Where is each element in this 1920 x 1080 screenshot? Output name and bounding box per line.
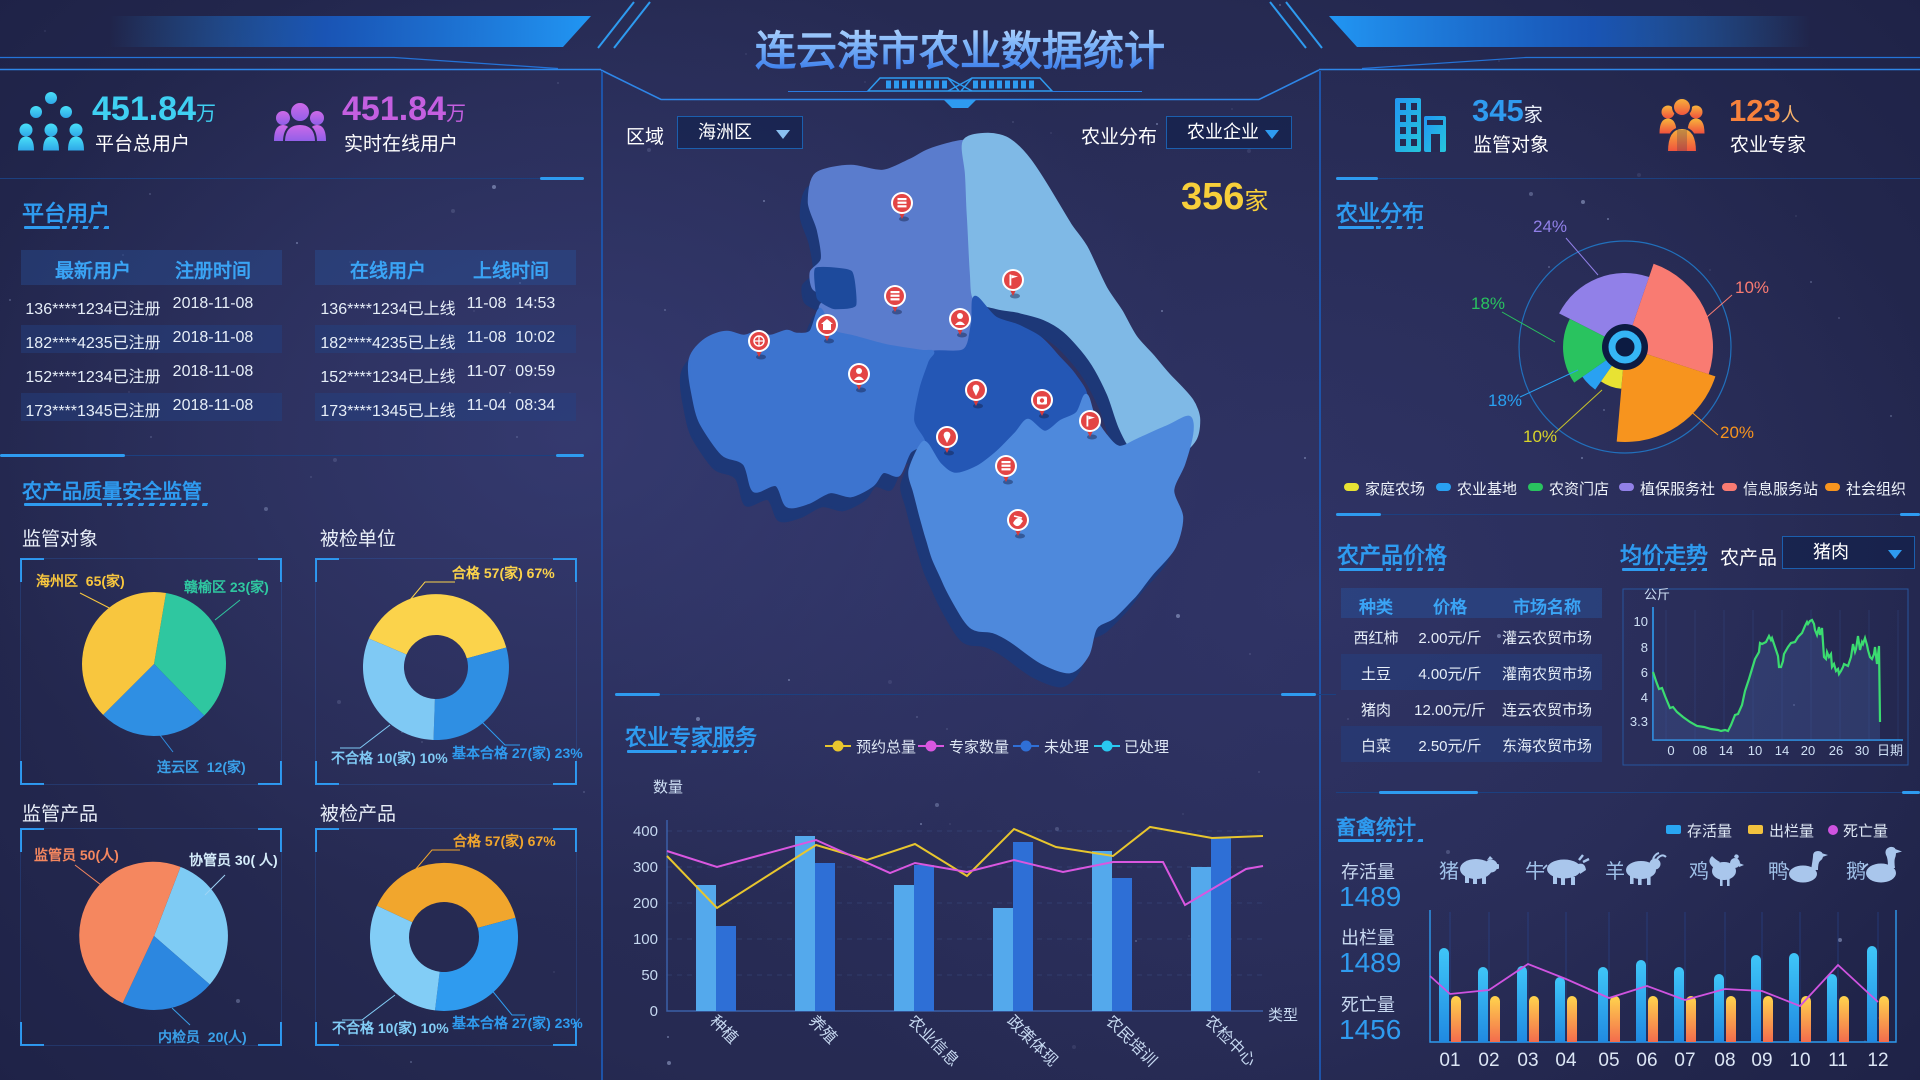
svg-text:400: 400 bbox=[633, 823, 658, 840]
svg-text:公斤: 公斤 bbox=[1644, 587, 1670, 602]
svg-text:专家数量: 专家数量 bbox=[949, 739, 1009, 756]
svg-text:日期: 日期 bbox=[1877, 743, 1903, 758]
svg-text:未处理: 未处理 bbox=[1044, 739, 1089, 756]
svg-text:01: 01 bbox=[1439, 1050, 1460, 1071]
svg-text:基本合格 27(家) 23%: 基本合格 27(家) 23% bbox=[452, 1015, 583, 1031]
svg-text:12: 12 bbox=[1867, 1050, 1888, 1071]
svg-text:海州区 65(家): 海州区 65(家) bbox=[36, 573, 125, 589]
svg-text:300: 300 bbox=[633, 859, 658, 876]
svg-text:预约总量: 预约总量 bbox=[856, 739, 916, 756]
svg-text:02: 02 bbox=[1478, 1050, 1499, 1071]
svg-text:10%: 10% bbox=[1523, 427, 1557, 446]
svg-text:20%: 20% bbox=[1720, 423, 1754, 442]
svg-text:26: 26 bbox=[1829, 743, 1843, 758]
svg-text:24%: 24% bbox=[1533, 217, 1567, 236]
svg-text:14: 14 bbox=[1719, 743, 1733, 758]
svg-text:10: 10 bbox=[1789, 1050, 1810, 1071]
svg-text:鸡: 鸡 bbox=[1689, 860, 1709, 883]
svg-text:种植: 种植 bbox=[706, 1012, 741, 1047]
svg-text:养殖: 养殖 bbox=[805, 1012, 840, 1047]
svg-text:农民培训: 农民培训 bbox=[1102, 1012, 1160, 1070]
svg-text:200: 200 bbox=[633, 895, 658, 912]
svg-text:3.3: 3.3 bbox=[1630, 714, 1648, 729]
svg-text:赣榆区 23(家): 赣榆区 23(家) bbox=[184, 579, 269, 595]
svg-text:18%: 18% bbox=[1488, 391, 1522, 410]
svg-text:03: 03 bbox=[1517, 1050, 1538, 1071]
svg-text:农业信息: 农业信息 bbox=[904, 1012, 962, 1070]
svg-text:已处理: 已处理 bbox=[1124, 739, 1169, 756]
svg-text:50: 50 bbox=[641, 967, 658, 984]
svg-text:06: 06 bbox=[1636, 1050, 1657, 1071]
svg-text:100: 100 bbox=[633, 931, 658, 948]
svg-text:合格 57(家) 67%: 合格 57(家) 67% bbox=[452, 565, 555, 581]
svg-text:不合格 10(家) 10%: 不合格 10(家) 10% bbox=[332, 1020, 449, 1036]
svg-text:牛: 牛 bbox=[1525, 860, 1545, 883]
svg-text:数量: 数量 bbox=[653, 779, 683, 796]
svg-text:监管员 50(人): 监管员 50(人) bbox=[34, 847, 119, 863]
svg-text:合格 57(家) 67%: 合格 57(家) 67% bbox=[453, 833, 556, 849]
svg-text:30: 30 bbox=[1855, 743, 1869, 758]
svg-text:羊: 羊 bbox=[1605, 860, 1625, 883]
svg-text:鹅: 鹅 bbox=[1846, 860, 1866, 883]
svg-text:政策体现: 政策体现 bbox=[1003, 1012, 1061, 1070]
svg-text:鸭: 鸭 bbox=[1768, 860, 1788, 883]
svg-text:05: 05 bbox=[1598, 1050, 1619, 1071]
svg-text:10%: 10% bbox=[1735, 278, 1769, 297]
svg-text:10: 10 bbox=[1748, 743, 1762, 758]
svg-text:18%: 18% bbox=[1471, 294, 1505, 313]
svg-text:内检员 20(人): 内检员 20(人) bbox=[158, 1029, 247, 1045]
svg-text:0: 0 bbox=[1667, 743, 1674, 758]
svg-text:6: 6 bbox=[1641, 665, 1648, 680]
svg-text:不合格 10(家) 10%: 不合格 10(家) 10% bbox=[331, 750, 448, 766]
svg-text:基本合格 27(家) 23%: 基本合格 27(家) 23% bbox=[452, 745, 583, 761]
svg-text:农检中心: 农检中心 bbox=[1201, 1012, 1259, 1070]
svg-text:07: 07 bbox=[1674, 1050, 1695, 1071]
svg-text:11: 11 bbox=[1828, 1050, 1848, 1071]
svg-text:4: 4 bbox=[1641, 690, 1648, 705]
svg-text:类型: 类型 bbox=[1268, 1007, 1298, 1024]
svg-text:08: 08 bbox=[1693, 743, 1707, 758]
svg-text:09: 09 bbox=[1751, 1050, 1772, 1071]
svg-text:0: 0 bbox=[650, 1003, 658, 1020]
svg-text:猪: 猪 bbox=[1439, 860, 1459, 883]
svg-text:20: 20 bbox=[1801, 743, 1815, 758]
svg-text:协管员 30( 人): 协管员 30( 人) bbox=[189, 852, 278, 868]
svg-text:连云区 12(家): 连云区 12(家) bbox=[157, 759, 246, 775]
svg-text:14: 14 bbox=[1775, 743, 1789, 758]
svg-text:10: 10 bbox=[1634, 614, 1648, 629]
svg-text:04: 04 bbox=[1555, 1050, 1577, 1071]
svg-text:08: 08 bbox=[1714, 1050, 1735, 1071]
svg-text:8: 8 bbox=[1641, 640, 1648, 655]
